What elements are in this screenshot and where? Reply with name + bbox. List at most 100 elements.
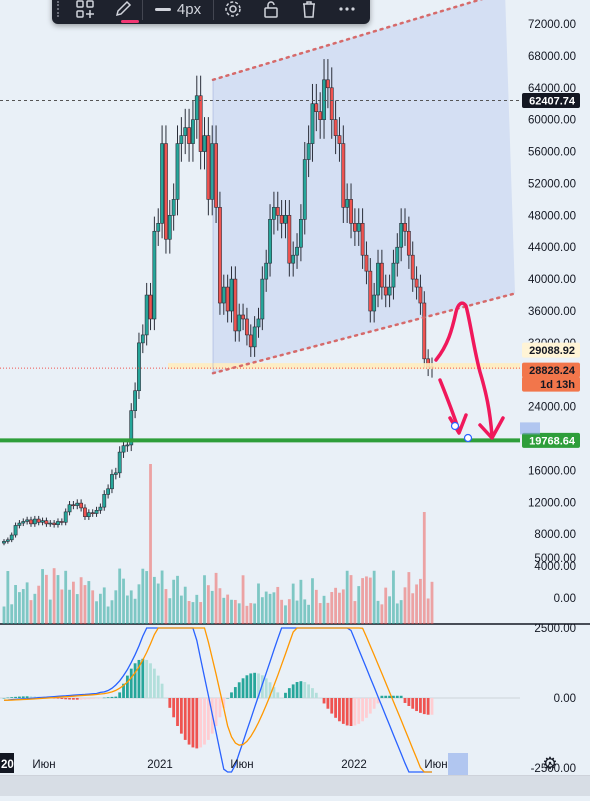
- volume-bar: [422, 512, 426, 624]
- volume-bar: [191, 602, 195, 624]
- macd-histogram-bar: [341, 698, 345, 724]
- candle-body: [113, 472, 118, 475]
- candle-body: [79, 502, 84, 509]
- volume-bar: [125, 595, 129, 624]
- price-axis-label: 52000.00: [528, 178, 576, 190]
- volume-bar: [411, 593, 415, 624]
- macd-histogram-bar: [361, 698, 364, 722]
- macd-histogram-bar: [230, 692, 233, 698]
- candle-body: [5, 539, 10, 542]
- candle-body: [183, 127, 188, 136]
- candle-body: [376, 262, 380, 296]
- candle-body: [287, 215, 292, 264]
- candle-body: [52, 522, 57, 525]
- channel-fill: [213, 0, 515, 374]
- volume-bar: [264, 591, 268, 624]
- volume-bar: [345, 570, 349, 624]
- gear-icon[interactable]: [214, 0, 252, 24]
- macd-histogram-bar: [168, 698, 172, 708]
- volume-bar: [21, 589, 25, 624]
- macd-histogram-bar: [25, 696, 29, 698]
- candle-body: [245, 318, 249, 336]
- candle-body: [341, 143, 346, 208]
- volume-bar: [287, 599, 291, 624]
- volume-bar: [218, 588, 222, 624]
- volume-bar: [25, 582, 29, 624]
- macd-histogram-bar: [415, 698, 418, 712]
- candle-body: [90, 512, 95, 514]
- line-width-button[interactable]: 4px: [143, 0, 213, 24]
- candle-body: [360, 223, 365, 256]
- macd-histogram-bar: [141, 658, 145, 698]
- macd-histogram-bar: [307, 684, 311, 698]
- candle-body: [167, 215, 172, 240]
- macd-histogram-bar: [164, 698, 168, 699]
- candle-body: [264, 262, 269, 280]
- trash-icon[interactable]: [290, 0, 328, 24]
- candle-body: [279, 215, 284, 224]
- candle-body: [310, 103, 315, 144]
- candle-body: [125, 444, 130, 447]
- price-tag-bg: [522, 376, 580, 392]
- settings-gear-icon[interactable]: ⚙: [542, 754, 558, 773]
- macd-histogram-bar: [241, 678, 245, 698]
- macd-histogram-bar: [411, 698, 415, 709]
- grid-plus-icon[interactable]: [66, 0, 104, 24]
- macd-histogram-bar: [372, 698, 376, 709]
- price-axis-label: 0.00: [554, 593, 576, 605]
- macd-histogram-bar: [430, 698, 434, 715]
- volume-bar: [41, 569, 44, 624]
- macd-histogram-bar: [106, 697, 110, 698]
- candle-body: [399, 223, 404, 248]
- volume-bar: [330, 592, 334, 624]
- price-tag-bg: [522, 432, 580, 448]
- macd-histogram-bar: [218, 698, 222, 718]
- candle-body: [256, 318, 261, 328]
- drag-handle-icon[interactable]: [52, 0, 66, 24]
- more-icon[interactable]: [328, 0, 366, 24]
- candle-body: [164, 143, 168, 240]
- volume-bar: [122, 578, 125, 624]
- candle-body: [71, 504, 76, 507]
- candle-body: [86, 512, 91, 517]
- volume-bar: [2, 606, 6, 624]
- macd-histogram-bar: [407, 698, 411, 707]
- volume-bar: [48, 599, 52, 624]
- candle-body: [372, 294, 377, 312]
- macd-histogram-bar: [368, 698, 372, 714]
- candle-body: [318, 111, 323, 120]
- volume-bar: [307, 604, 311, 624]
- macd-histogram-bar: [129, 668, 133, 698]
- candle-body: [29, 519, 33, 525]
- candle-body: [102, 494, 107, 508]
- volume-bar: [156, 583, 160, 624]
- candle-body: [260, 278, 265, 320]
- volume-bar: [280, 599, 284, 624]
- candle-body: [40, 520, 45, 523]
- unlock-icon[interactable]: [252, 0, 290, 24]
- volume-bar: [260, 597, 264, 624]
- volume-bar: [110, 600, 114, 624]
- candle-body: [349, 199, 353, 224]
- candle-body: [9, 534, 14, 541]
- macd-histogram-bar: [33, 696, 37, 698]
- volume-bar: [291, 583, 295, 624]
- candle-body: [21, 521, 26, 524]
- volume-bar: [114, 590, 118, 624]
- candle-body: [48, 522, 53, 525]
- price-axis-label: 48000.00: [528, 210, 576, 222]
- pencil-icon[interactable]: [104, 0, 142, 24]
- volume-bar: [403, 587, 407, 624]
- macd-histogram-bar: [272, 687, 276, 698]
- volume-bar: [311, 578, 314, 624]
- candle-body: [299, 219, 303, 248]
- volume-bar: [334, 587, 338, 624]
- macd-histogram-bar: [357, 698, 361, 724]
- volume-bar: [102, 587, 106, 624]
- macd-histogram-bar: [353, 698, 357, 726]
- candle-body: [67, 504, 72, 513]
- macd-histogram-bar: [253, 672, 257, 698]
- volume-bar: [272, 592, 276, 624]
